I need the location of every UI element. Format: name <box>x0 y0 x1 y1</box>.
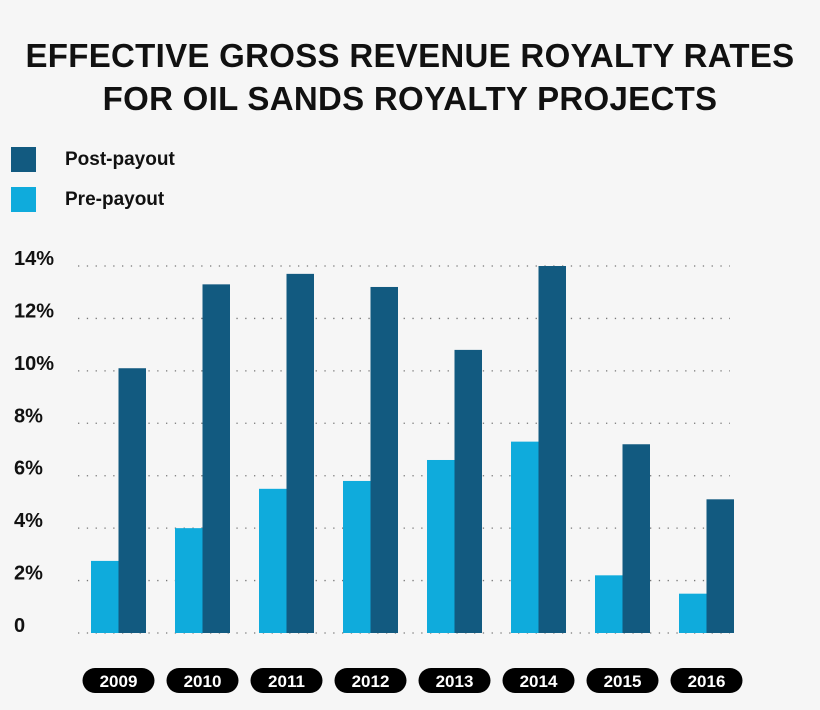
y-tick-label: 4% <box>14 510 43 532</box>
legend-swatch-pre-payout <box>11 187 36 212</box>
x-tick-label: 2015 <box>604 672 642 691</box>
x-tick-label: 2010 <box>184 672 222 691</box>
bar-pre-payout-2015 <box>595 575 623 633</box>
y-tick-label: 2% <box>14 563 43 585</box>
bar-post-payout-2016 <box>706 499 734 633</box>
x-tick-pill <box>418 668 491 693</box>
bar-pre-payout-2012 <box>343 480 371 633</box>
x-tick-label: 2011 <box>268 672 305 691</box>
x-tick-pill <box>502 668 575 693</box>
bar-post-payout-2013 <box>454 349 482 633</box>
bar-post-payout-2010 <box>202 284 230 633</box>
legend-item-pre-payout: Pre-payout <box>11 187 164 212</box>
bar-post-payout-2012 <box>370 286 398 633</box>
legend-label: Pre-payout <box>65 188 165 210</box>
bar-pre-payout-2016 <box>679 593 707 633</box>
bar-pre-payout-2011 <box>259 488 287 633</box>
x-tick-pill <box>586 668 659 693</box>
bar-post-payout-2015 <box>622 444 650 633</box>
legend-label: Post-payout <box>65 148 175 170</box>
y-tick-label: 0 <box>14 615 25 637</box>
x-tick-pill <box>334 668 407 693</box>
chart-title: EFFECTIVE GROSS REVENUE ROYALTY RATES FO… <box>0 34 820 120</box>
bar-pre-payout-2010 <box>175 528 203 633</box>
y-tick-label: 6% <box>14 458 43 480</box>
bar-pre-payout-2014 <box>511 441 539 633</box>
bar-post-payout-2014 <box>538 266 566 633</box>
x-tick-label: 2013 <box>436 672 474 691</box>
x-tick-label: 2014 <box>520 672 558 691</box>
y-tick-label: 12% <box>14 300 54 322</box>
bar-pre-payout-2009 <box>91 560 119 633</box>
x-tick-pill <box>250 668 323 693</box>
x-tick-pill <box>82 668 155 693</box>
bar-post-payout-2009 <box>118 368 146 633</box>
bar-post-payout-2011 <box>286 273 314 633</box>
y-tick-label: 14% <box>14 248 54 270</box>
y-tick-label: 10% <box>14 353 54 375</box>
x-tick-pill <box>670 668 743 693</box>
bar-pre-payout-2013 <box>427 459 455 633</box>
title-line-1: EFFECTIVE GROSS REVENUE ROYALTY RATES <box>25 37 795 74</box>
x-tick-label: 2009 <box>100 672 138 691</box>
y-tick-label: 8% <box>14 405 43 427</box>
x-tick-label: 2012 <box>352 672 390 691</box>
legend-item-post-payout: Post-payout <box>11 147 175 172</box>
x-tick-label: 2016 <box>688 672 726 691</box>
x-tick-pill <box>166 668 239 693</box>
title-line-2: FOR OIL SANDS ROYALTY PROJECTS <box>102 80 718 117</box>
legend-swatch-post-payout <box>11 147 36 172</box>
